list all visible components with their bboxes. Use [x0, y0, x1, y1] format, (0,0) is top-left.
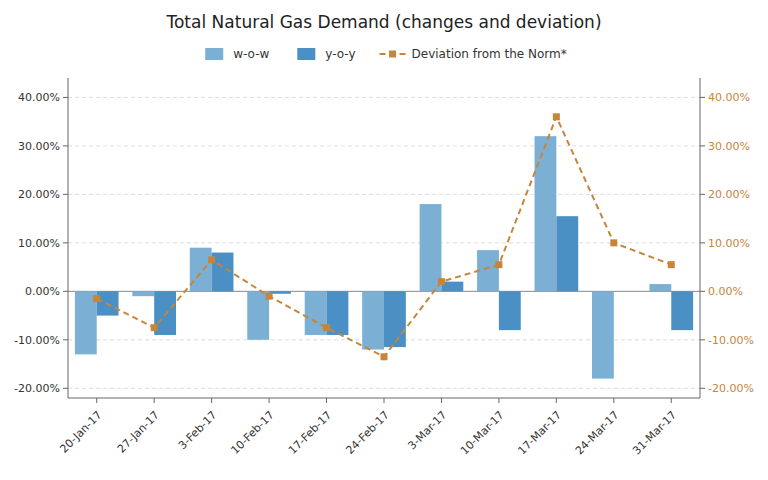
- y2-tick: [700, 97, 705, 98]
- x-tick: [326, 398, 327, 403]
- marker: [323, 324, 330, 331]
- y-axis-line: [68, 78, 69, 398]
- marker: [553, 113, 560, 120]
- y2-tick: [700, 145, 705, 146]
- y-tick: [63, 242, 68, 243]
- bar: [614, 291, 636, 292]
- x-tick-label: 17-Mar-17: [515, 409, 564, 458]
- x-tick-label: 24-Feb-17: [343, 409, 391, 457]
- legend-item: w-o-w: [205, 47, 269, 61]
- legend-label: y-o-y: [325, 47, 355, 61]
- bar: [190, 248, 212, 292]
- y2-tick: [700, 242, 705, 243]
- x-tick: [556, 398, 557, 403]
- x-tick: [613, 398, 614, 403]
- axes: -20.00% -10.00% 0.00% 10.00% 20.00% 30.00% 40.…: [14, 78, 754, 457]
- x-tick-label: 27-Jan-17: [115, 409, 162, 456]
- x-tick: [96, 398, 97, 403]
- marker: [208, 256, 215, 263]
- y2-tick: [700, 388, 705, 389]
- y2-tick-label: -10.00%: [708, 334, 754, 347]
- x-tick-label: 20-Jan-17: [57, 409, 104, 456]
- marker: [266, 293, 273, 300]
- x-tick: [671, 398, 672, 403]
- y-tick-label: 40.00%: [18, 91, 60, 104]
- y-tick-label: -10.00%: [14, 334, 60, 347]
- marker: [93, 295, 100, 302]
- legend-item: y-o-y: [297, 47, 355, 61]
- x-tick-label: 3-Feb-17: [176, 409, 219, 452]
- bar: [477, 250, 499, 291]
- y-tick: [63, 388, 68, 389]
- legend-label: w-o-w: [233, 47, 269, 61]
- grid-line: [68, 242, 700, 243]
- legend-item: Deviation from the Norm*: [380, 47, 567, 61]
- x-tick-label: 31-Mar-17: [630, 409, 679, 458]
- y-tick-label: 30.00%: [18, 140, 60, 153]
- x-tick: [211, 398, 212, 403]
- grid-line: [68, 145, 700, 146]
- y2-tick: [700, 339, 705, 340]
- x-tick: [269, 398, 270, 403]
- legend: w-o-w y-o-y Deviation from the Norm*: [205, 47, 567, 61]
- y2-tick-label: 20.00%: [708, 188, 750, 201]
- marker: [438, 278, 445, 285]
- y2-tick-label: 0.00%: [708, 285, 743, 298]
- y2-tick-label: -20.00%: [708, 382, 754, 395]
- bar: [649, 284, 671, 291]
- marker: [381, 353, 388, 360]
- x-tick: [441, 398, 442, 403]
- y2-tick-label: 40.00%: [708, 91, 750, 104]
- legend-swatch: [297, 48, 315, 60]
- chart: Total Natural Gas Demand (changes and de…: [0, 0, 768, 480]
- grid: [68, 97, 700, 388]
- y-tick: [63, 339, 68, 340]
- plot: [75, 113, 693, 378]
- y2-tick-label: 10.00%: [708, 237, 750, 250]
- y-tick-label: 0.00%: [25, 285, 60, 298]
- marker: [668, 261, 675, 268]
- y-tick: [63, 194, 68, 195]
- legend-swatch: [205, 48, 223, 60]
- line: [97, 117, 672, 357]
- marker: [495, 261, 502, 268]
- bar: [592, 291, 614, 378]
- x-tick: [154, 398, 155, 403]
- bar: [556, 216, 578, 291]
- grid-line: [68, 194, 700, 195]
- x-tick: [498, 398, 499, 403]
- y-tick-label: 20.00%: [18, 188, 60, 201]
- y-tick: [63, 97, 68, 98]
- bar: [535, 136, 557, 291]
- y2-axis-line: [700, 78, 701, 398]
- y2-tick-label: 30.00%: [708, 140, 750, 153]
- bar: [132, 291, 154, 296]
- marker: [151, 324, 158, 331]
- x-tick-label: 10-Mar-17: [458, 409, 507, 458]
- y-tick-label: -20.00%: [14, 382, 60, 395]
- bar: [362, 291, 384, 349]
- x-tick-label: 17-Feb-17: [286, 409, 334, 457]
- bar: [499, 291, 521, 330]
- y-tick: [63, 291, 68, 292]
- line-series: [93, 113, 675, 360]
- marker: [610, 239, 617, 246]
- legend-marker: [389, 51, 396, 58]
- bar-series: [97, 216, 693, 347]
- x-tick-label: 24-Mar-17: [573, 409, 622, 458]
- title: Total Natural Gas Demand (changes and de…: [165, 12, 601, 32]
- bar: [384, 291, 406, 347]
- x-tick-label: 3-Mar-17: [405, 409, 449, 453]
- y-tick-label: 10.00%: [18, 237, 60, 250]
- legend-label: Deviation from the Norm*: [412, 47, 567, 61]
- x-tick: [384, 398, 385, 403]
- bar: [671, 291, 693, 330]
- y2-tick: [700, 291, 705, 292]
- y2-tick: [700, 194, 705, 195]
- grid-line: [68, 388, 700, 389]
- grid-line: [68, 97, 700, 98]
- y-tick: [63, 145, 68, 146]
- x-tick-label: 10-Feb-17: [228, 409, 276, 457]
- page: {"chart_data": { "type": "bar", "title":…: [0, 0, 768, 480]
